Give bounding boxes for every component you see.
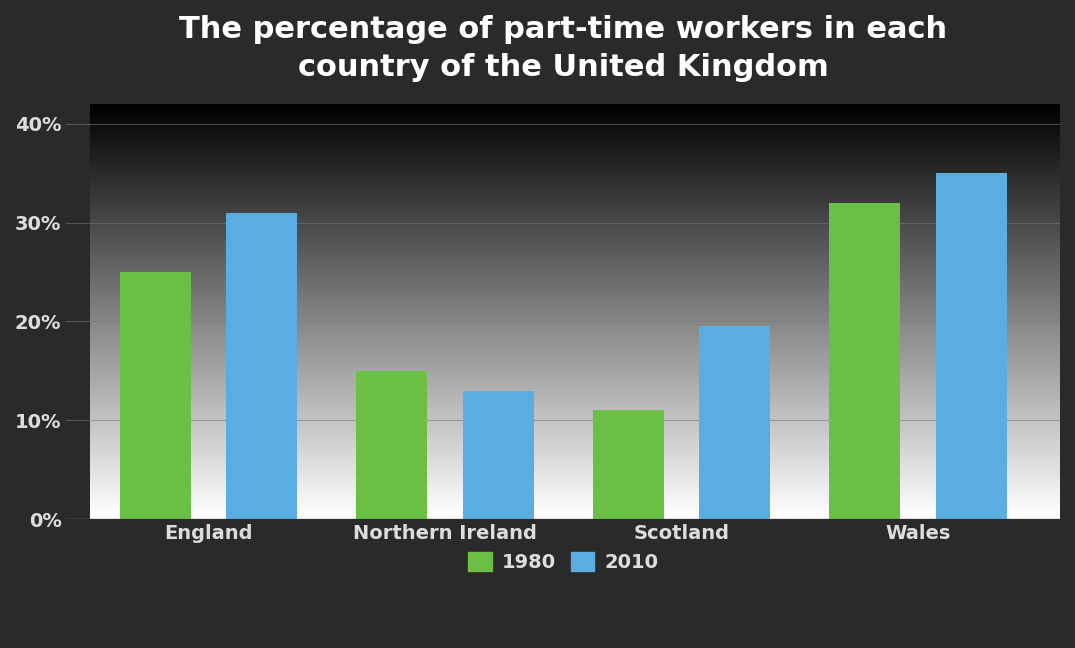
Bar — [119, 272, 190, 519]
Title: The percentage of part-time workers in each
country of the United Kingdom: The percentage of part-time workers in e… — [180, 15, 947, 82]
Bar — [462, 391, 533, 519]
Legend: 1980, 2010: 1980, 2010 — [460, 544, 665, 580]
Bar — [829, 203, 900, 519]
Bar — [936, 173, 1007, 519]
Bar — [226, 213, 297, 519]
Bar — [592, 410, 663, 519]
Bar — [699, 327, 770, 519]
Bar — [356, 371, 427, 519]
